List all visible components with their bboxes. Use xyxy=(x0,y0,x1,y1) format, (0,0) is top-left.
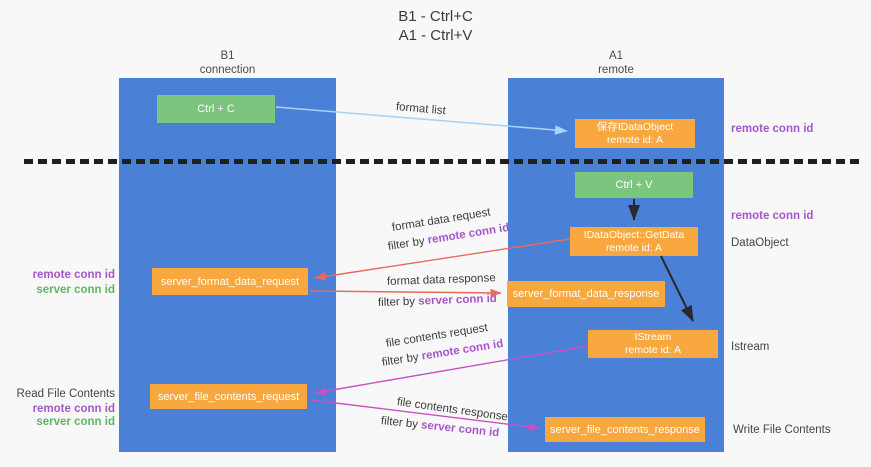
lane-header-a1: A1 remote xyxy=(508,49,724,77)
server-file-contents-request-box: server_file_contents_request xyxy=(150,384,307,409)
save-idataobject-box: 保存IDataObject remote id: A xyxy=(575,119,695,148)
diagram-title: B1 - Ctrl+C A1 - Ctrl+V xyxy=(0,7,871,45)
title-line-2: A1 - Ctrl+V xyxy=(398,27,473,44)
format-data-response-label: format data response xyxy=(386,272,496,288)
save-idataobject-line2: remote id: A xyxy=(606,133,664,146)
left-read-file-contents-label: Read File Contents xyxy=(16,388,115,400)
lane-b1-role: connection xyxy=(199,64,256,76)
istream-box: IStream remote id: A xyxy=(588,330,718,358)
right-istream-label: Istream xyxy=(731,341,770,353)
left-server-conn-id-top: server conn id xyxy=(36,284,115,296)
right-remote-conn-id-mid: remote conn id xyxy=(731,210,814,222)
getdata-line2: remote id: A xyxy=(605,241,663,254)
filter-by-text: filter by xyxy=(380,415,422,432)
lane-header-b1: B1 connection xyxy=(119,49,336,77)
server-format-data-response-box: server_format_data_response xyxy=(507,281,665,307)
server-conn-id-text: server conn id xyxy=(418,292,498,308)
filter-by-text: filter by xyxy=(387,234,429,253)
format-list-label: format list xyxy=(395,101,447,118)
filter-by-text: filter by xyxy=(377,295,419,309)
lane-a1-name: A1 xyxy=(608,50,624,62)
server-file-contents-response-box: server_file_contents_response xyxy=(545,417,705,442)
left-server-conn-id-bottom: server conn id xyxy=(36,416,115,428)
save-idataobject-line1: 保存IDataObject xyxy=(596,120,674,133)
server-format-data-request-box: server_format_data_request xyxy=(152,268,308,295)
lane-a1-role: remote xyxy=(598,64,634,76)
idataobject-getdata-box: IDataObject::GetData remote id: A xyxy=(570,227,698,256)
title-line-1: B1 - Ctrl+C xyxy=(398,8,473,25)
session-divider-dashed-line xyxy=(24,159,862,164)
filter-by-server-conn-id-label-1: filter by server conn id xyxy=(378,293,497,309)
server-conn-id-text: server conn id xyxy=(420,419,500,440)
left-remote-conn-id-top: remote conn id xyxy=(32,269,115,281)
ctrl-c-box: Ctrl + C xyxy=(157,95,275,123)
ctrl-v-box: Ctrl + V xyxy=(575,172,693,198)
filter-by-text: filter by xyxy=(381,350,423,369)
right-write-file-contents-label: Write File Contents xyxy=(733,424,831,436)
lane-b1-name: B1 xyxy=(220,50,235,62)
right-dataobject-label: DataObject xyxy=(731,237,789,249)
getdata-line1: IDataObject::GetData xyxy=(583,228,685,241)
right-remote-conn-id-top: remote conn id xyxy=(731,123,814,135)
left-remote-conn-id-bottom: remote conn id xyxy=(32,403,115,415)
istream-line2: remote id: A xyxy=(624,344,682,356)
istream-line1: IStream xyxy=(634,331,672,343)
